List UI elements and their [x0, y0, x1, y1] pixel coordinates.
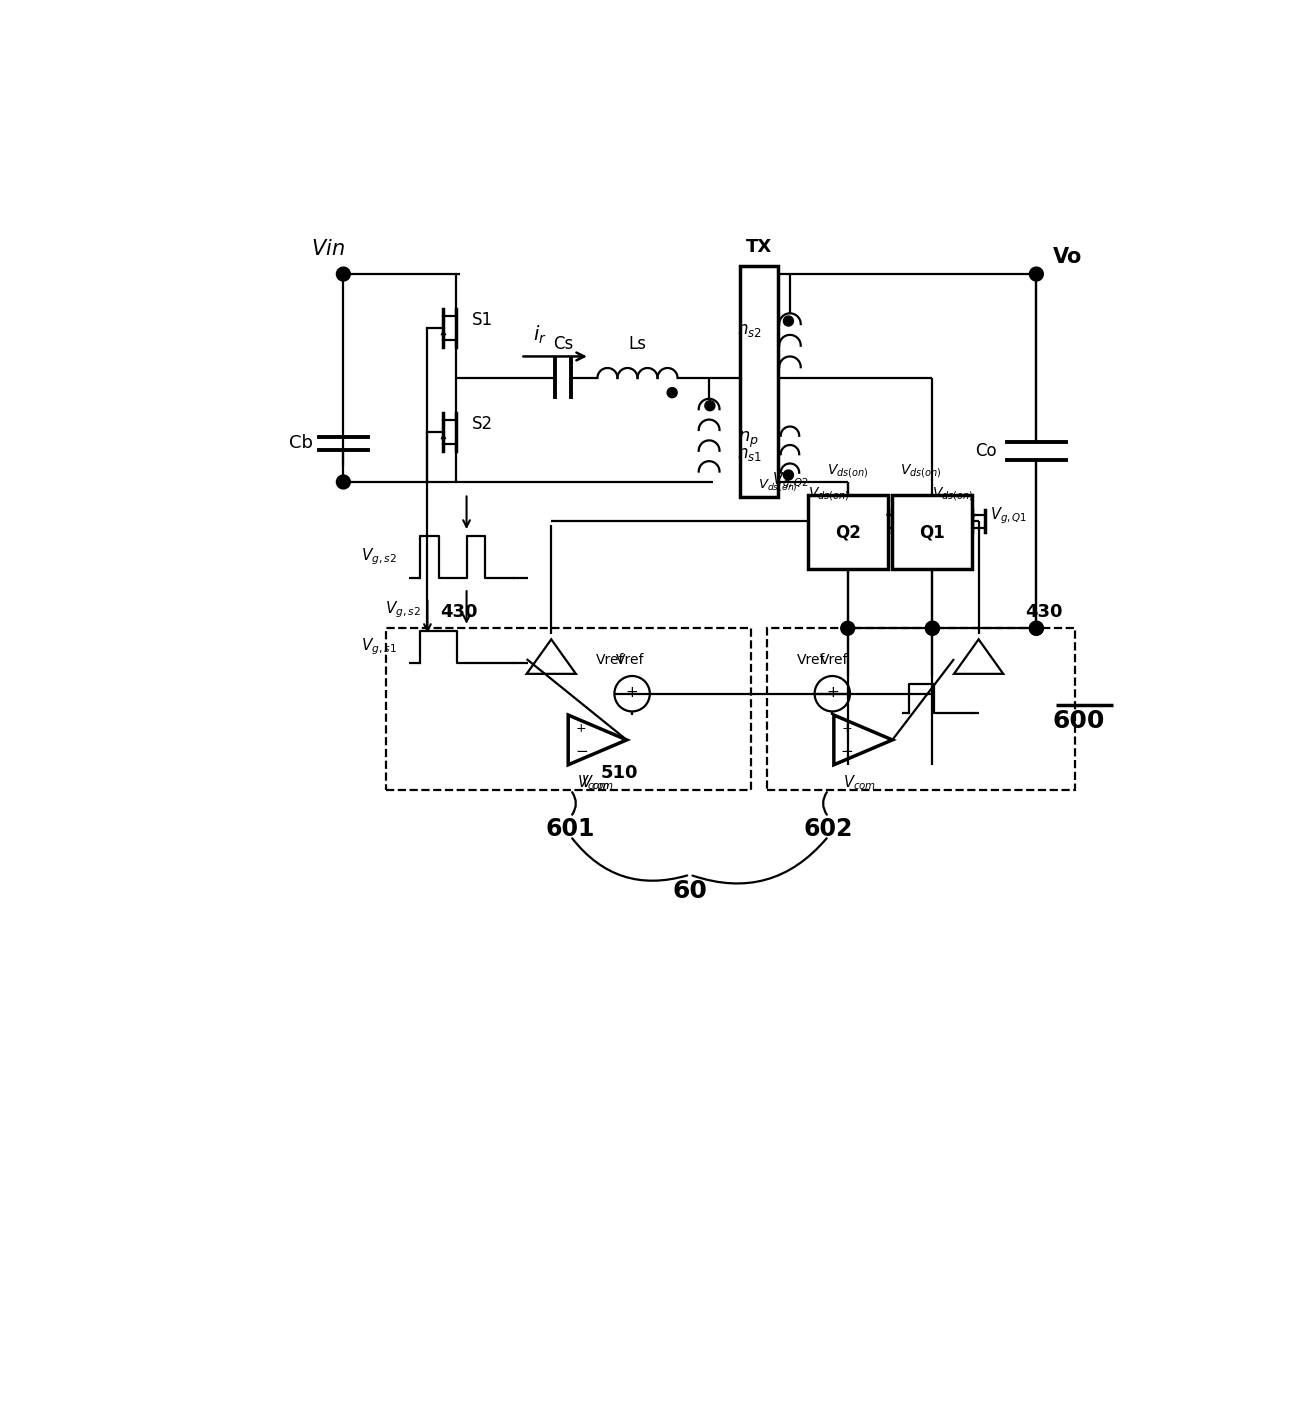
Text: 602: 602 — [803, 817, 853, 842]
Bar — [767, 628, 1074, 790]
Text: Vref: Vref — [596, 654, 625, 668]
Circle shape — [336, 268, 351, 281]
Text: +: + — [825, 685, 838, 699]
Circle shape — [336, 476, 351, 488]
Bar — [807, 496, 888, 568]
Text: $V_{ds(on)}$: $V_{ds(on)}$ — [807, 486, 849, 503]
Circle shape — [784, 470, 793, 480]
Text: $n_{s1}$: $n_{s1}$ — [738, 446, 763, 463]
Text: $V_{g, s2}$: $V_{g, s2}$ — [361, 547, 398, 567]
Text: +: + — [576, 722, 587, 735]
Bar — [386, 628, 751, 790]
Bar — [739, 266, 778, 497]
Circle shape — [668, 387, 677, 397]
Text: Vref: Vref — [820, 654, 848, 668]
Circle shape — [926, 621, 939, 635]
Text: 60: 60 — [673, 879, 707, 903]
Text: $i_r$: $i_r$ — [533, 325, 546, 346]
Text: $V_{g, s2}$: $V_{g, s2}$ — [386, 600, 421, 619]
Text: −: − — [575, 743, 588, 759]
Text: 601: 601 — [546, 817, 595, 842]
Text: $Vin$: $Vin$ — [312, 239, 344, 259]
Text: TX: TX — [746, 238, 772, 256]
Text: $V_{ds(on)}$: $V_{ds(on)}$ — [900, 461, 941, 480]
Text: S1: S1 — [472, 312, 493, 329]
Text: $V_{ds(on)}$: $V_{ds(on)}$ — [758, 478, 798, 494]
Circle shape — [926, 621, 939, 635]
Text: +: + — [626, 685, 639, 699]
Text: 600: 600 — [1052, 709, 1104, 733]
Text: Co: Co — [975, 443, 998, 460]
Text: $V_{com}$: $V_{com}$ — [578, 773, 610, 792]
Text: $V_{g, Q2}$: $V_{g, Q2}$ — [772, 470, 810, 491]
Text: $V_{ds(on)}$: $V_{ds(on)}$ — [827, 461, 868, 480]
Text: +: + — [841, 722, 853, 735]
Text: Cb: Cb — [289, 434, 313, 453]
Text: Q2: Q2 — [835, 523, 861, 541]
Text: Vref: Vref — [797, 654, 825, 668]
Text: Vo: Vo — [1054, 246, 1082, 266]
Text: $V_{ds(on)}$: $V_{ds(on)}$ — [932, 486, 974, 503]
Circle shape — [841, 621, 854, 635]
Text: 510: 510 — [600, 765, 638, 782]
Text: $V_{g, Q1}$: $V_{g, Q1}$ — [990, 506, 1028, 527]
Text: 430: 430 — [1025, 602, 1063, 621]
Text: Q1: Q1 — [919, 523, 945, 541]
Text: Ls: Ls — [629, 335, 647, 353]
Text: $V_{com}$: $V_{com}$ — [580, 773, 614, 792]
Circle shape — [1029, 268, 1043, 281]
Text: $n_p$: $n_p$ — [738, 430, 759, 450]
Text: $n_{s2}$: $n_{s2}$ — [738, 322, 763, 339]
Text: $V_{g, s1}$: $V_{g, s1}$ — [361, 637, 398, 656]
Text: 430: 430 — [441, 602, 477, 621]
Text: −: − — [841, 743, 853, 759]
Circle shape — [1029, 621, 1043, 635]
Circle shape — [784, 316, 793, 326]
Text: $V_{com}$: $V_{com}$ — [842, 773, 876, 792]
Text: S2: S2 — [472, 416, 493, 433]
Circle shape — [705, 400, 715, 410]
Text: Cs: Cs — [553, 335, 572, 353]
Circle shape — [1029, 621, 1043, 635]
Text: Vref: Vref — [617, 654, 644, 668]
Bar — [892, 496, 973, 568]
